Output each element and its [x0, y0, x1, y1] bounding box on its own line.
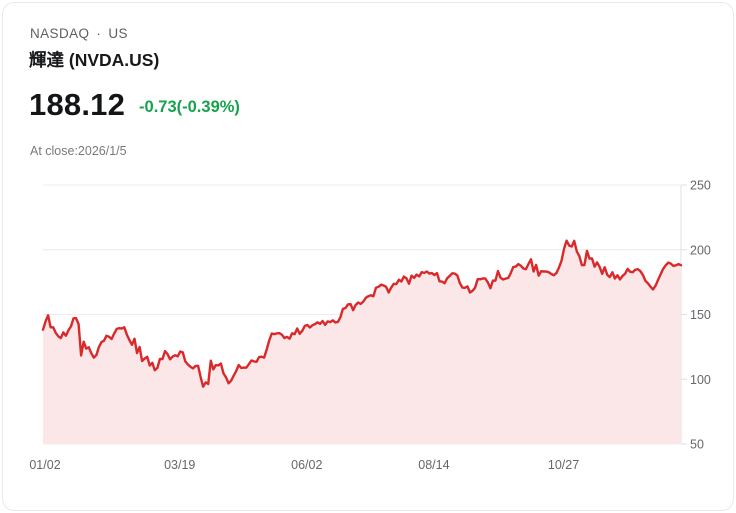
- exchange-label: NASDAQ: [30, 26, 90, 41]
- price-row: 188.12 -0.73(-0.39%): [29, 87, 240, 123]
- exchange-row: NASDAQ · US: [30, 26, 128, 41]
- y-tick-label: 150: [690, 308, 711, 322]
- region-label: US: [108, 26, 128, 41]
- x-tick-label: 06/02: [291, 458, 322, 472]
- y-tick-label: 50: [690, 438, 704, 452]
- y-tick-label: 200: [690, 243, 711, 257]
- x-tick-label: 08/14: [418, 458, 449, 472]
- y-tick-label: 250: [690, 179, 711, 193]
- x-tick-label: 03/19: [164, 458, 195, 472]
- instrument-title: 輝達 (NVDA.US): [29, 50, 160, 70]
- separator-dot: ·: [96, 26, 102, 41]
- x-tick-label: 10/27: [548, 458, 579, 472]
- x-tick-label: 01/02: [29, 458, 60, 472]
- price-change: -0.73(-0.39%): [139, 98, 240, 116]
- price-area-fill: [43, 240, 681, 444]
- close-timestamp: At close:2026/1/5: [30, 144, 127, 158]
- price-chart[interactable]: 250 200 150 100 50 01/02 03/19 06/02 08/14 10/27: [3, 3, 734, 511]
- current-price: 188.12: [29, 87, 126, 122]
- y-tick-label: 100: [690, 373, 711, 387]
- price-line: [41, 239, 683, 388]
